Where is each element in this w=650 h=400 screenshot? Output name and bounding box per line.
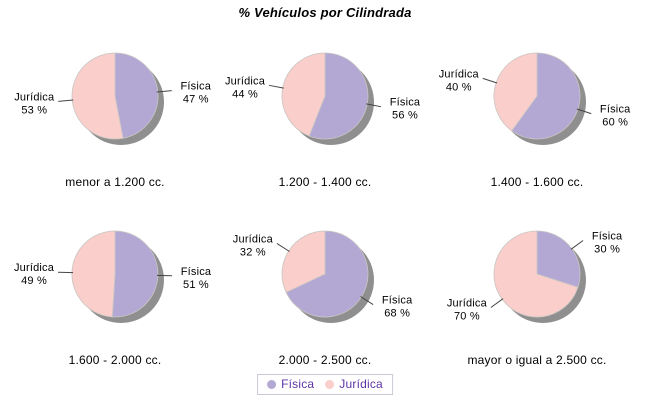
legend-item-fisica: Física: [267, 377, 314, 391]
label-leader-line: [360, 296, 374, 305]
label-leader-line: [268, 84, 284, 89]
pie-cell-2000-2500: Física 68 % Jurídica 32 % 2.000 - 2.500 cc.: [217, 204, 433, 367]
pie-cell-1400-1600: Física 60 % Jurídica 40 % 1.400 - 1.600 cc.: [429, 26, 645, 189]
label-leader-line: [156, 90, 172, 93]
slice-label-fisica: Física 60 %: [600, 104, 631, 129]
slice-label-juridica: Jurídica 70 %: [447, 298, 488, 323]
pie-chart-1600-2000: Física 51 % Jurídica 49 %: [14, 230, 212, 323]
pie-category-label: menor a 1.200 cc.: [65, 175, 165, 189]
slice-label-fisica: Física 47 %: [180, 81, 211, 106]
label-leader-line: [366, 103, 382, 108]
legend: Física Jurídica: [257, 374, 393, 395]
label-leader-line: [482, 77, 498, 84]
slice-label-juridica: Jurídica 40 %: [439, 68, 480, 93]
pie-chart-menor-1200: Física 47 % Jurídica 53 %: [14, 52, 211, 145]
pie-chart-2000-2500: Física 68 % Jurídica 32 %: [233, 230, 413, 323]
pie-cell-mayor-2500: Física 30 % Jurídica 70 % mayor o igual a 2…: [429, 204, 645, 368]
pie-category-label: 1.400 - 1.600 cc.: [490, 175, 584, 189]
slice-label-fisica: Física 56 %: [390, 97, 421, 122]
legend-label-juridica: Jurídica: [339, 377, 383, 391]
slice-label-juridica: Jurídica 32 %: [233, 233, 274, 258]
juridica-swatch-icon: [325, 379, 335, 389]
pie-cell-1200-1400: Física 56 % Jurídica 44 % 1.200 - 1.400 cc.: [217, 26, 433, 189]
label-leader-line: [58, 99, 74, 102]
slice-label-fisica: Física 51 %: [181, 266, 212, 291]
label-leader-line: [570, 240, 584, 250]
label-leader-line: [576, 108, 592, 115]
slice-label-fisica: Física 68 %: [382, 295, 413, 320]
pie-chart-mayor-2500: Física 30 % Jurídica 70 %: [447, 231, 623, 323]
slice-label-juridica: Jurídica 53 %: [14, 91, 55, 116]
label-leader-line: [490, 298, 504, 308]
pie-category-label: 2.000 - 2.500 cc.: [278, 353, 372, 367]
slice-label-juridica: Jurídica 49 %: [14, 262, 55, 287]
pie-category-label: 1.600 - 2.000 cc.: [68, 353, 162, 367]
legend-label-fisica: Física: [281, 377, 315, 391]
pie-slice-juridica: [71, 230, 116, 318]
label-leader-line: [276, 243, 290, 252]
pie-cell-menor-1200: Física 47 % Jurídica 53 % menor a 1.200 cc.: [7, 26, 223, 189]
pie-chart-1200-1400: Física 56 % Jurídica 44 %: [225, 52, 421, 145]
slice-label-juridica: Jurídica 44 %: [225, 75, 266, 100]
pie-category-label: mayor o igual a 2.500 cc.: [467, 353, 607, 367]
pie-category-label: 1.200 - 1.400 cc.: [278, 175, 372, 189]
legend-item-juridica: Jurídica: [325, 377, 383, 391]
pie-chart-1400-1600: Física 60 % Jurídica 40 %: [439, 52, 631, 145]
slice-label-fisica: Física 30 %: [592, 231, 623, 256]
chart-title: % Vehículos por Cilindrada: [238, 5, 412, 20]
fisica-swatch-icon: [267, 379, 277, 389]
pie-cell-1600-2000: Física 51 % Jurídica 49 % 1.600 - 2.000 cc.: [7, 204, 223, 367]
